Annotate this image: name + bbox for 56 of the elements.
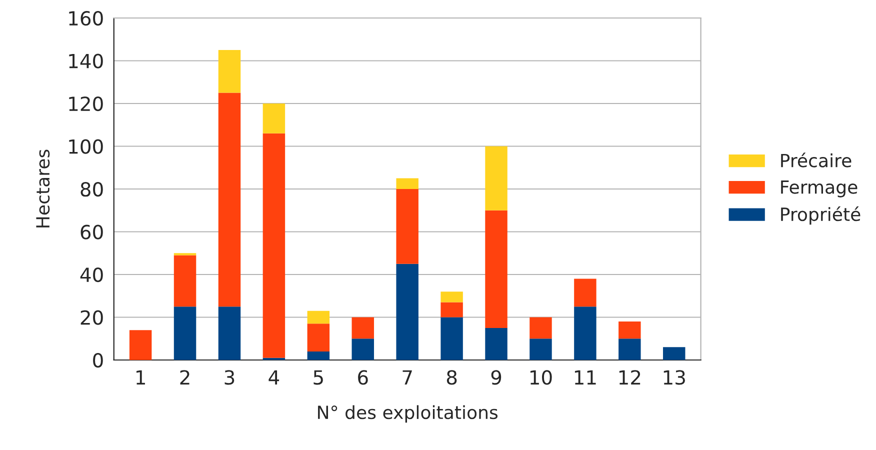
y-tick-label: 60 [80,224,103,240]
y-tick-label: 80 [80,182,103,197]
x-tick-label: 10 [530,370,552,385]
x-tick-label: 3 [224,370,234,385]
y-tick-label: 20 [80,310,103,325]
bar [530,317,552,339]
bar [218,50,241,93]
bar [618,322,641,339]
bar [663,347,686,360]
x-tick-label: 6 [358,370,368,385]
y-tick-label: 100 [69,139,103,154]
bar [129,330,152,360]
y-axis-title: Hectares [36,150,50,228]
bar [396,264,418,360]
bar [218,92,241,307]
legend-label: Propriété [781,206,860,225]
bar [262,133,286,358]
legend-label: Fermage [781,180,858,198]
x-tick-label: 5 [314,370,323,385]
x-tick-label: 7 [402,370,412,384]
bar [174,306,196,360]
x-tick-label: 13 [664,370,685,385]
y-tick-label: 160 [69,10,103,26]
bar [396,178,418,189]
y-tick-label: 40 [80,267,103,282]
bar [618,338,641,360]
bar [262,104,286,134]
bar [307,324,330,352]
x-tick-label: 2 [180,370,190,384]
bar [307,310,330,324]
y-tick-label: 120 [69,96,103,112]
bar [574,278,596,307]
y-tick-label: 140 [69,54,103,68]
bar [440,292,463,302]
bar [574,306,596,360]
bar [307,351,330,360]
x-tick-label: 11 [574,370,596,384]
bar [530,338,552,360]
bar [440,302,463,318]
x-tick-label: 9 [491,370,502,385]
bar [396,189,418,264]
legend-label: Précaire [781,152,852,168]
x-axis-title: N° des exploitations [318,405,498,423]
x-tick-label: 8 [446,370,457,385]
bar [485,210,508,328]
bar [218,306,241,360]
bar [485,328,508,360]
bar [485,146,508,210]
bar [440,317,463,360]
x-tick-label: 1 [136,370,145,384]
y-tick-label: 0 [93,352,103,368]
x-tick-label: 12 [619,370,640,384]
bar [174,255,196,307]
bar [352,338,374,360]
x-tick-label: 4 [268,370,280,384]
bar [352,317,374,339]
